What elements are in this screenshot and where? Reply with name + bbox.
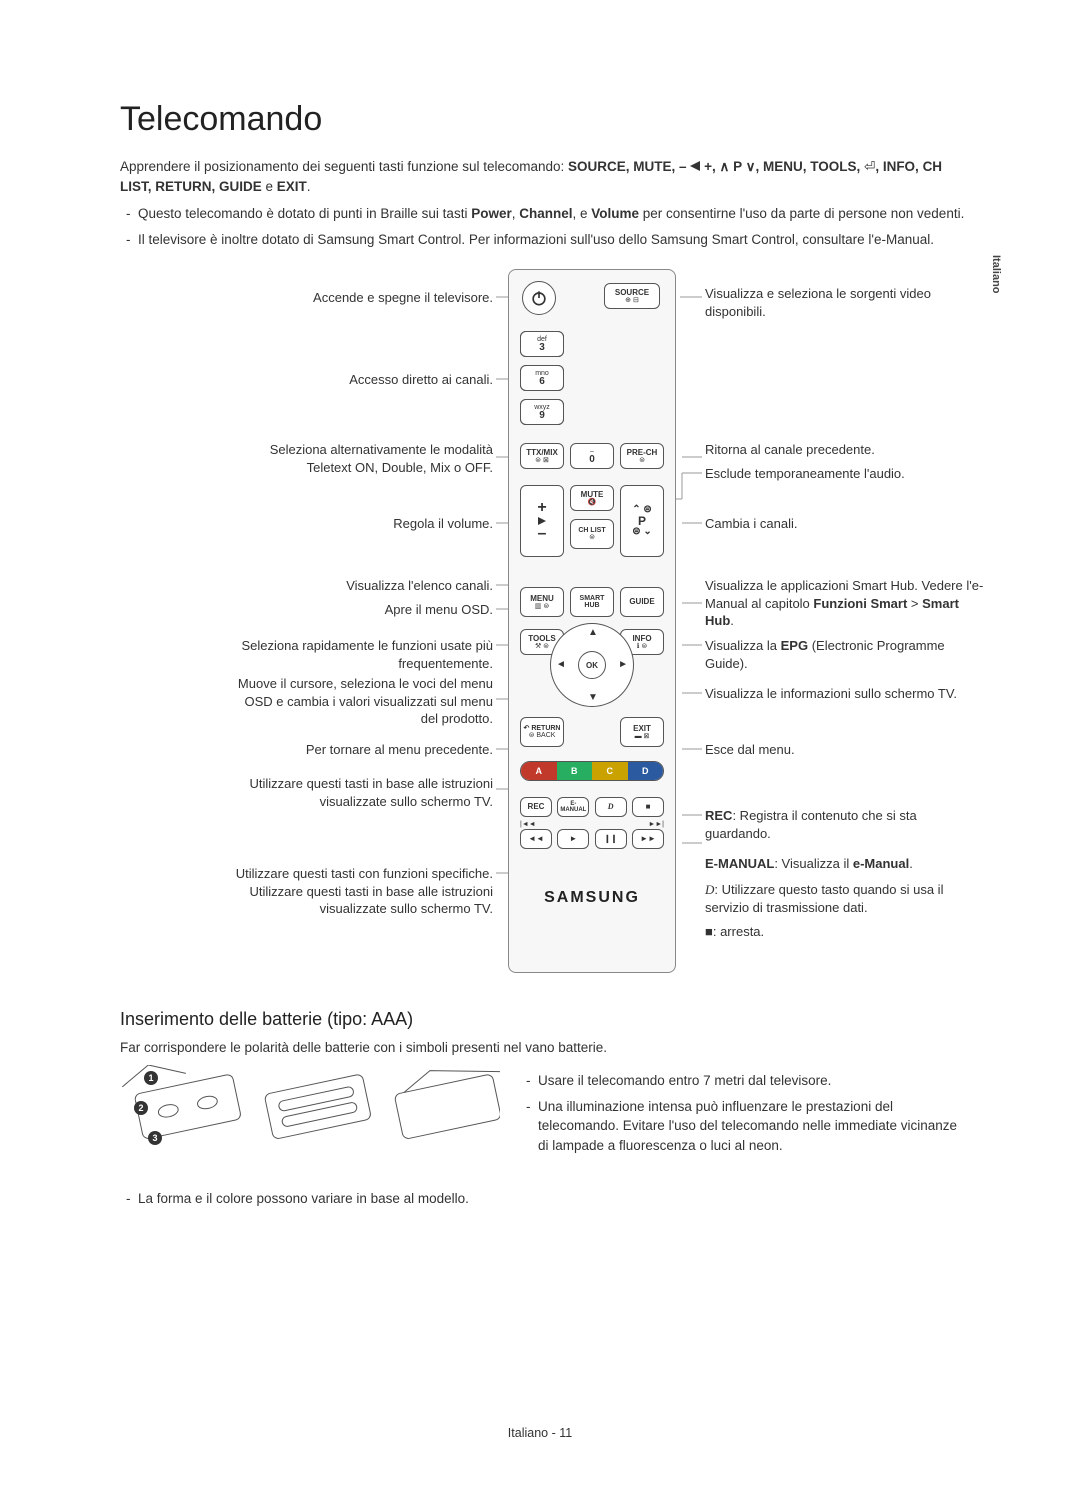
- color-a[interactable]: A: [521, 762, 557, 780]
- color-buttons[interactable]: A B C D: [520, 761, 664, 781]
- brand-logo: SAMSUNG: [502, 889, 682, 907]
- battery-diagram: 1 2 3: [120, 1065, 500, 1185]
- play-button[interactable]: ►: [557, 829, 589, 849]
- volume-rocker[interactable]: + –: [520, 485, 564, 557]
- ttx-button[interactable]: TTX/MIX⊜ ⊠: [520, 443, 564, 469]
- notes-list: Questo telecomando è dotato di punti in …: [120, 204, 970, 249]
- num-6[interactable]: mno6: [520, 365, 564, 391]
- rewind-button[interactable]: ◄◄: [520, 829, 552, 849]
- battery-heading: Inserimento delle batterie (tipo: AAA): [120, 1009, 970, 1030]
- data-button[interactable]: D: [595, 797, 627, 817]
- mute-button[interactable]: MUTE🔇: [570, 485, 614, 511]
- ffwd-button[interactable]: ►►: [632, 829, 664, 849]
- rec-button[interactable]: REC: [520, 797, 552, 817]
- stop-button[interactable]: ■: [632, 797, 664, 817]
- guide-button[interactable]: GUIDE: [620, 587, 664, 617]
- remote-diagram: Accende e spegne il televisore.Accesso d…: [120, 261, 970, 981]
- emanual-button[interactable]: E-MANUAL: [557, 797, 589, 817]
- smarthub-button[interactable]: SMARTHUB: [570, 587, 614, 617]
- page-footer: Italiano - 11: [0, 1426, 1080, 1440]
- exit-button[interactable]: EXIT▬ ⊠: [620, 717, 664, 747]
- color-d[interactable]: D: [628, 762, 664, 780]
- pause-button[interactable]: ❙❙: [595, 829, 627, 849]
- note-item: Il televisore è inoltre dotato di Samsun…: [120, 230, 970, 250]
- num-3[interactable]: def3: [520, 331, 564, 357]
- note-item: Questo telecomando è dotato di punti in …: [120, 204, 970, 224]
- color-c[interactable]: C: [592, 762, 628, 780]
- battery-footnote: La forma e il colore possono variare in …: [120, 1189, 500, 1209]
- battery-tip: Usare il telecomando entro 7 metri dal t…: [520, 1071, 970, 1091]
- remote-outline: SOURCE⊕ ⊟ 1 abc2 def3 ghi4 jkl5 mno6 pqr…: [502, 261, 682, 981]
- num-9[interactable]: wxyz9: [520, 399, 564, 425]
- dpad[interactable]: ▲ ▼ ◄ ► OK: [550, 623, 634, 707]
- channel-rocker[interactable]: ⌃ ⊜ P ⊜ ⌄: [620, 485, 664, 557]
- menu-button[interactable]: MENU▥ ⊜: [520, 587, 564, 617]
- battery-tip: Una illuminazione intensa può influenzar…: [520, 1097, 970, 1156]
- color-b[interactable]: B: [557, 762, 593, 780]
- battery-tips: Usare il telecomando entro 7 metri dal t…: [520, 1071, 970, 1161]
- intro-text: Apprendere il posizionamento dei seguent…: [120, 157, 970, 196]
- power-button[interactable]: [522, 281, 556, 315]
- page-title: Telecomando: [120, 100, 970, 139]
- return-button[interactable]: ↶ RETURN⊜ BACK: [520, 717, 564, 747]
- source-button[interactable]: SOURCE⊕ ⊟: [604, 283, 660, 309]
- prech-button[interactable]: PRE-CH⊜: [620, 443, 664, 469]
- chlist-button[interactable]: CH LIST⊜: [570, 519, 614, 549]
- battery-text: Far corrispondere le polarità delle batt…: [120, 1040, 970, 1055]
- num-0[interactable]: –0: [570, 443, 614, 469]
